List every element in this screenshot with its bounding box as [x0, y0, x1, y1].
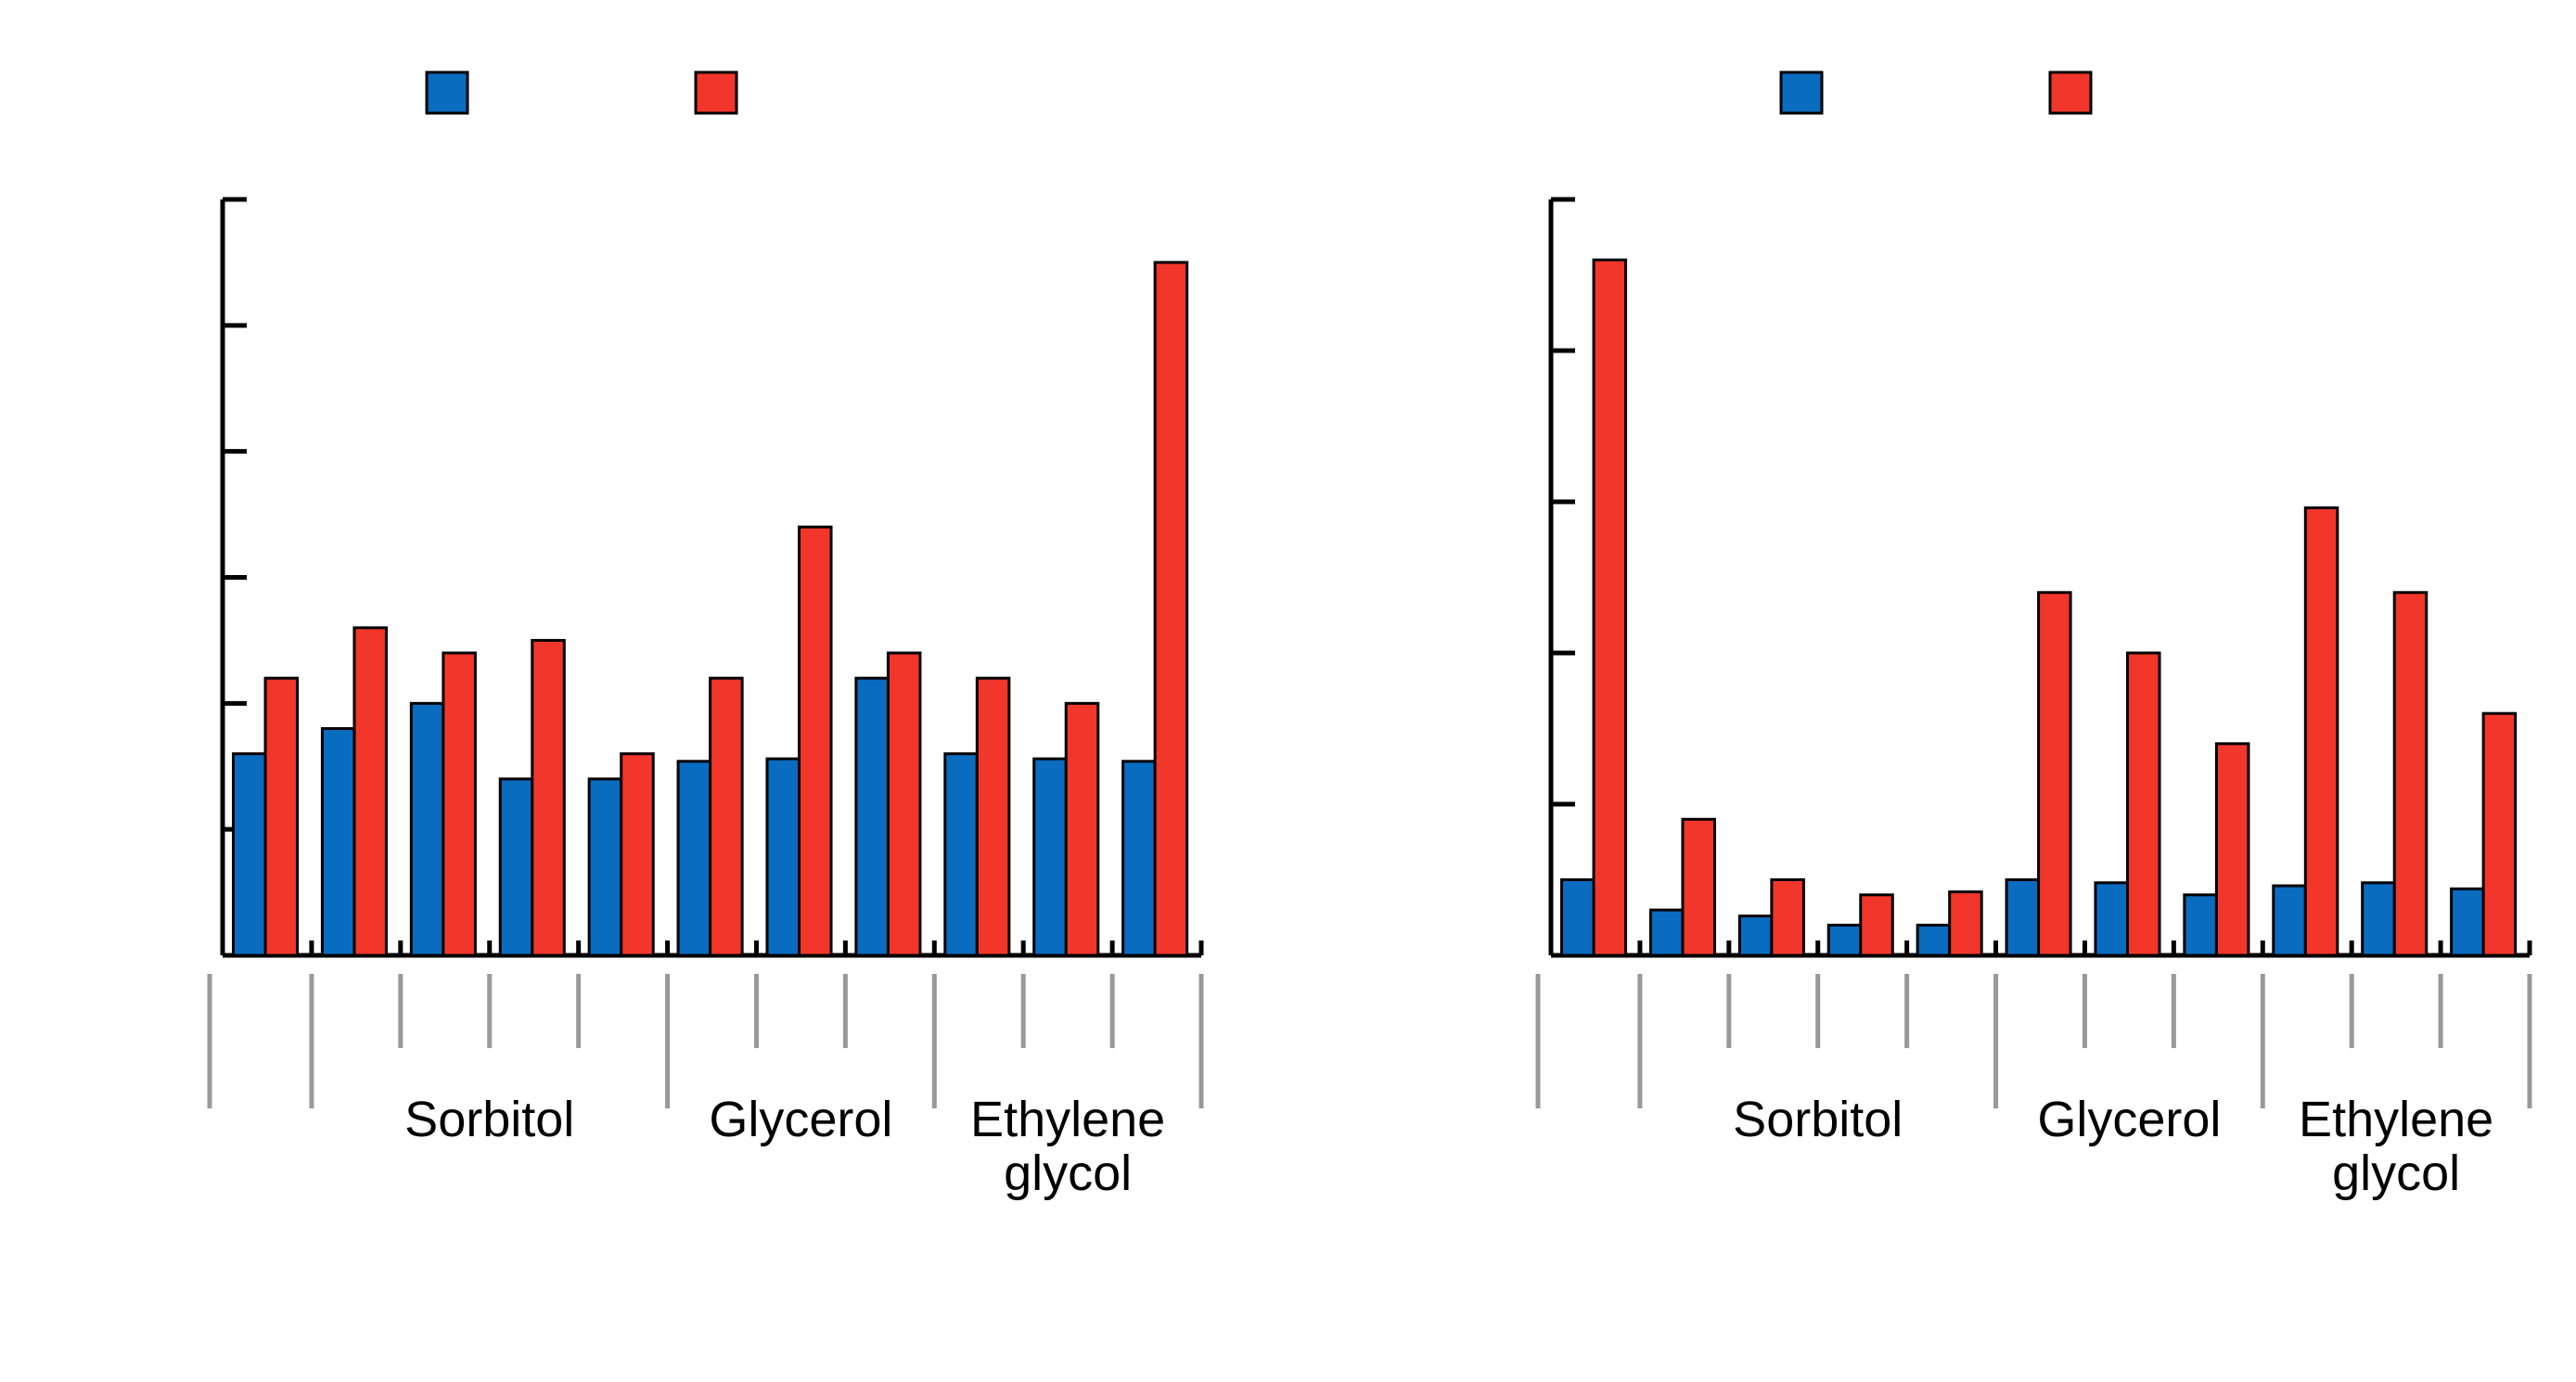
bar-10min-1	[352, 626, 388, 957]
bar-10min-9	[1064, 701, 1100, 957]
bar-10s-6	[2094, 881, 2129, 957]
bar-10min-5	[2037, 591, 2072, 957]
group-label-sorbitol: Sorbitol	[404, 1092, 574, 1147]
bar-10min-8	[2303, 506, 2339, 957]
group-label-ethylene: Ethylene glycol	[970, 1092, 1165, 1201]
bar-10min-3	[1859, 893, 1894, 957]
group-label-line: glycol	[1004, 1145, 1132, 1201]
bar-10s-5	[676, 760, 712, 957]
bar-10min-3	[531, 638, 566, 957]
bar-10s-3	[1826, 923, 1863, 957]
bar-10min-7	[886, 651, 922, 957]
bar-10s-8	[943, 752, 979, 957]
group-label-line: Sorbitol	[404, 1092, 574, 1147]
bar-10min-9	[2392, 591, 2429, 957]
legend	[1779, 70, 2093, 115]
bar-10s-5	[2005, 878, 2041, 957]
bar-10s-6	[765, 757, 801, 957]
bar-10min-0	[263, 676, 300, 957]
bar-10s-3	[498, 777, 534, 957]
chart-panel-b: Sorbitol Glycerol Ethylene glycol	[1535, 70, 2532, 1201]
group-label-line: Ethylene	[970, 1092, 1165, 1147]
group-label-sorbitol: Sorbitol	[1733, 1092, 1903, 1147]
group-label-line: Glycerol	[2037, 1092, 2221, 1147]
legend-swatch-10min	[2048, 70, 2093, 115]
bar-10s-2	[409, 701, 445, 957]
group-label-line: glycol	[2332, 1145, 2460, 1201]
bar-10s-9	[2361, 881, 2396, 957]
bar-10min-6	[2125, 651, 2161, 957]
bar-10s-9	[1032, 757, 1068, 957]
legend-swatch-10min	[694, 70, 738, 115]
bar-10min-0	[1592, 258, 1628, 957]
bar-10s-0	[232, 752, 267, 957]
bar-10min-10	[2481, 711, 2518, 957]
legend	[425, 70, 738, 115]
bar-10min-4	[1948, 890, 1983, 957]
bar-10min-2	[442, 651, 477, 957]
bar-10s-1	[320, 727, 356, 957]
group-label-line: Glycerol	[709, 1092, 892, 1147]
group-label-line: Ethylene	[2299, 1092, 2493, 1147]
bar-10s-4	[587, 777, 623, 957]
bar-10s-7	[854, 676, 890, 957]
bar-10s-7	[2183, 893, 2218, 957]
bar-10min-2	[1770, 878, 1805, 957]
bar-10min-1	[1681, 817, 1716, 957]
bar-10min-8	[975, 676, 1011, 957]
group-label-ethylene: Ethylene glycol	[2299, 1092, 2493, 1201]
bar-10s-8	[2272, 884, 2307, 957]
bar-10min-10	[1153, 261, 1189, 957]
bar-10s-2	[1737, 915, 1774, 957]
group-label-line: Sorbitol	[1733, 1092, 1903, 1147]
bar-10min-5	[709, 676, 744, 957]
bar-10s-10	[1121, 760, 1157, 957]
legend-swatch-10s	[1779, 70, 1824, 115]
bar-10s-4	[1916, 923, 1952, 957]
bar-10s-10	[2450, 887, 2485, 957]
group-label-glycerol: Glycerol	[709, 1092, 892, 1147]
bar-10min-7	[2214, 742, 2250, 957]
legend-swatch-10s	[425, 70, 469, 115]
bar-10s-1	[1648, 908, 1685, 957]
chart-panel-a: Sorbitol Glycerol Ethylene glycol	[207, 70, 1204, 1201]
bar-10min-4	[620, 752, 655, 957]
bar-10min-6	[797, 525, 833, 957]
group-label-glycerol: Glycerol	[2037, 1092, 2221, 1147]
bar-10s-0	[1560, 878, 1596, 957]
